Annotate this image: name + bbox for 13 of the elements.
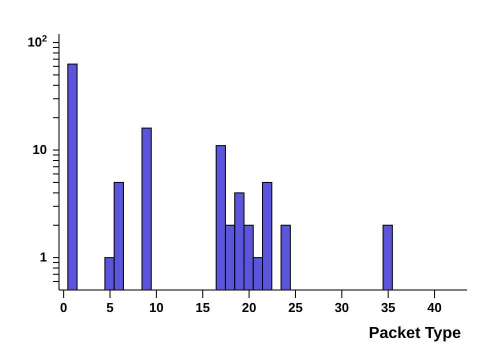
x-tick-label: 15 bbox=[195, 300, 210, 315]
y-tick-label: 10 bbox=[32, 142, 47, 158]
x-tick-label: 20 bbox=[242, 300, 256, 315]
x-tick-label: 10 bbox=[149, 300, 164, 315]
x-tick-label: 35 bbox=[380, 300, 396, 315]
x-tick-label: 0 bbox=[60, 300, 68, 315]
x-tick-label: 30 bbox=[334, 300, 350, 315]
y-tick-label: 10$^{2}$ bbox=[27, 34, 47, 50]
x-tick-label: 5 bbox=[106, 300, 114, 315]
x-axis-title: Packet Type bbox=[368, 325, 462, 342]
x-tick-label: 25 bbox=[288, 300, 303, 315]
x-tick-label: 40 bbox=[427, 300, 442, 315]
y-tick-label: 1 bbox=[40, 250, 47, 265]
